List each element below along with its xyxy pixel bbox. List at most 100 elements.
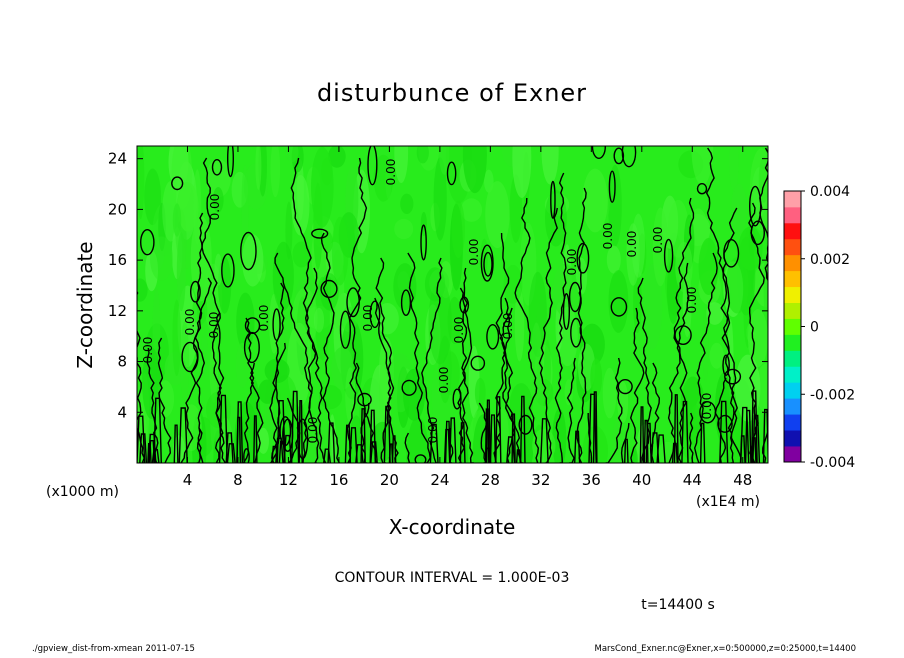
contour-spike [650,432,660,463]
contour-loop [243,331,260,364]
contour-line [375,257,399,463]
y-tick-label: 12 [108,302,127,320]
contour-spike [489,414,497,463]
field-patch [725,257,749,314]
x-tick-label: 4 [183,471,193,489]
contour-value-label: 0.00 [700,393,714,420]
contour-spike [349,427,358,463]
contour-spike [276,400,286,463]
contour-loop [591,146,606,159]
colorbar-segment [784,270,801,288]
contour-spike [486,399,491,463]
x-tick-label: 16 [329,471,348,489]
contour-loop [568,281,582,313]
field-patch [255,146,262,190]
contour-loop [617,379,633,395]
contour-loop [414,454,427,463]
contour-loop [139,228,155,256]
field-patch [439,146,450,175]
contour-spike [574,430,581,463]
y-tick-label: 4 [117,403,127,421]
contour-loop [189,280,201,303]
contour-spike [178,407,188,463]
field-patch [582,168,608,233]
colorbar-segment [784,382,801,399]
contour-spike [515,449,521,463]
x-tick-label: 48 [733,471,752,489]
contour-spike [540,418,549,463]
contour-line [493,307,513,463]
contour-loop [723,238,740,268]
field-patch [702,306,709,383]
field-patch [285,146,299,163]
field-patch [691,146,714,186]
contour-spike [291,390,300,463]
footer-right: MarsCond_Exner.nc@Exner,x=0:500000,z=0:2… [594,644,856,654]
colorbar-segment [784,286,801,303]
contour-loop [518,414,533,435]
contour-line [721,207,738,463]
contour-spike [444,420,451,463]
field-patch [462,146,487,194]
colorbar-segment [784,206,801,224]
field-patch [416,146,429,164]
contour-lines [137,146,768,463]
field-patch [552,408,567,463]
field-patch [180,321,190,405]
contour-spike [344,424,352,463]
colorbar-segment [784,398,801,415]
colorbar-segment [784,254,801,272]
contour-loop [576,242,590,274]
contour-loop [401,379,417,396]
contour-spike [671,442,678,463]
contour-loop [346,287,360,318]
field-patch [541,146,559,185]
contour-spike [681,400,689,463]
contour-spike [391,435,397,463]
field-patch [638,233,647,275]
contour-spike [147,433,157,463]
contour-spike [520,395,526,463]
contour-spike [298,400,303,463]
field-patch [311,146,334,228]
contour-line [478,402,488,463]
contour-spike [592,391,598,463]
colorbar-tick-label: 0.004 [810,184,850,200]
y-tick-label: 8 [117,353,127,371]
contour-spike [173,424,179,463]
field-patch [212,187,224,213]
y-unit-note: (x1000 m) [46,484,119,500]
field-patch [176,232,186,312]
contour-value-label: 0.00 [306,417,320,444]
field-patch [270,146,281,198]
contour-spike [236,416,242,463]
contour-spike [137,415,146,463]
contour-value-label: 0.00 [207,312,221,339]
contour-line [250,362,264,463]
contour-spike [370,441,378,463]
field-patch [428,280,452,365]
contour-spike [744,409,752,463]
contour-spike [506,436,516,463]
x-tick-label: 12 [279,471,298,489]
field-patch [235,342,249,388]
contour-line [407,252,431,463]
contour-value-label: 0.00 [685,287,699,314]
colorbar-ticks: 0.004 0.002 0 -0.002 -0.004 [801,184,855,471]
contour-loop [400,289,412,317]
contour-line [714,377,727,463]
contour-loop [483,251,493,277]
contour-spike [388,443,394,463]
contour-spike [327,422,336,463]
contour-labels: 0.00 0.00 0.00 0.00 0.00 0.00 0.00 0.00 0.00 0.00… [141,159,714,444]
contour-spike [459,422,466,463]
contour-value-label: 0.00 [501,313,515,340]
field-patch [652,207,669,287]
contour-loop [486,323,500,350]
field-patch [495,406,510,463]
contour-spike [253,415,258,463]
contour-spike [226,443,236,463]
contour-line [461,267,474,463]
contour-line [514,197,540,463]
